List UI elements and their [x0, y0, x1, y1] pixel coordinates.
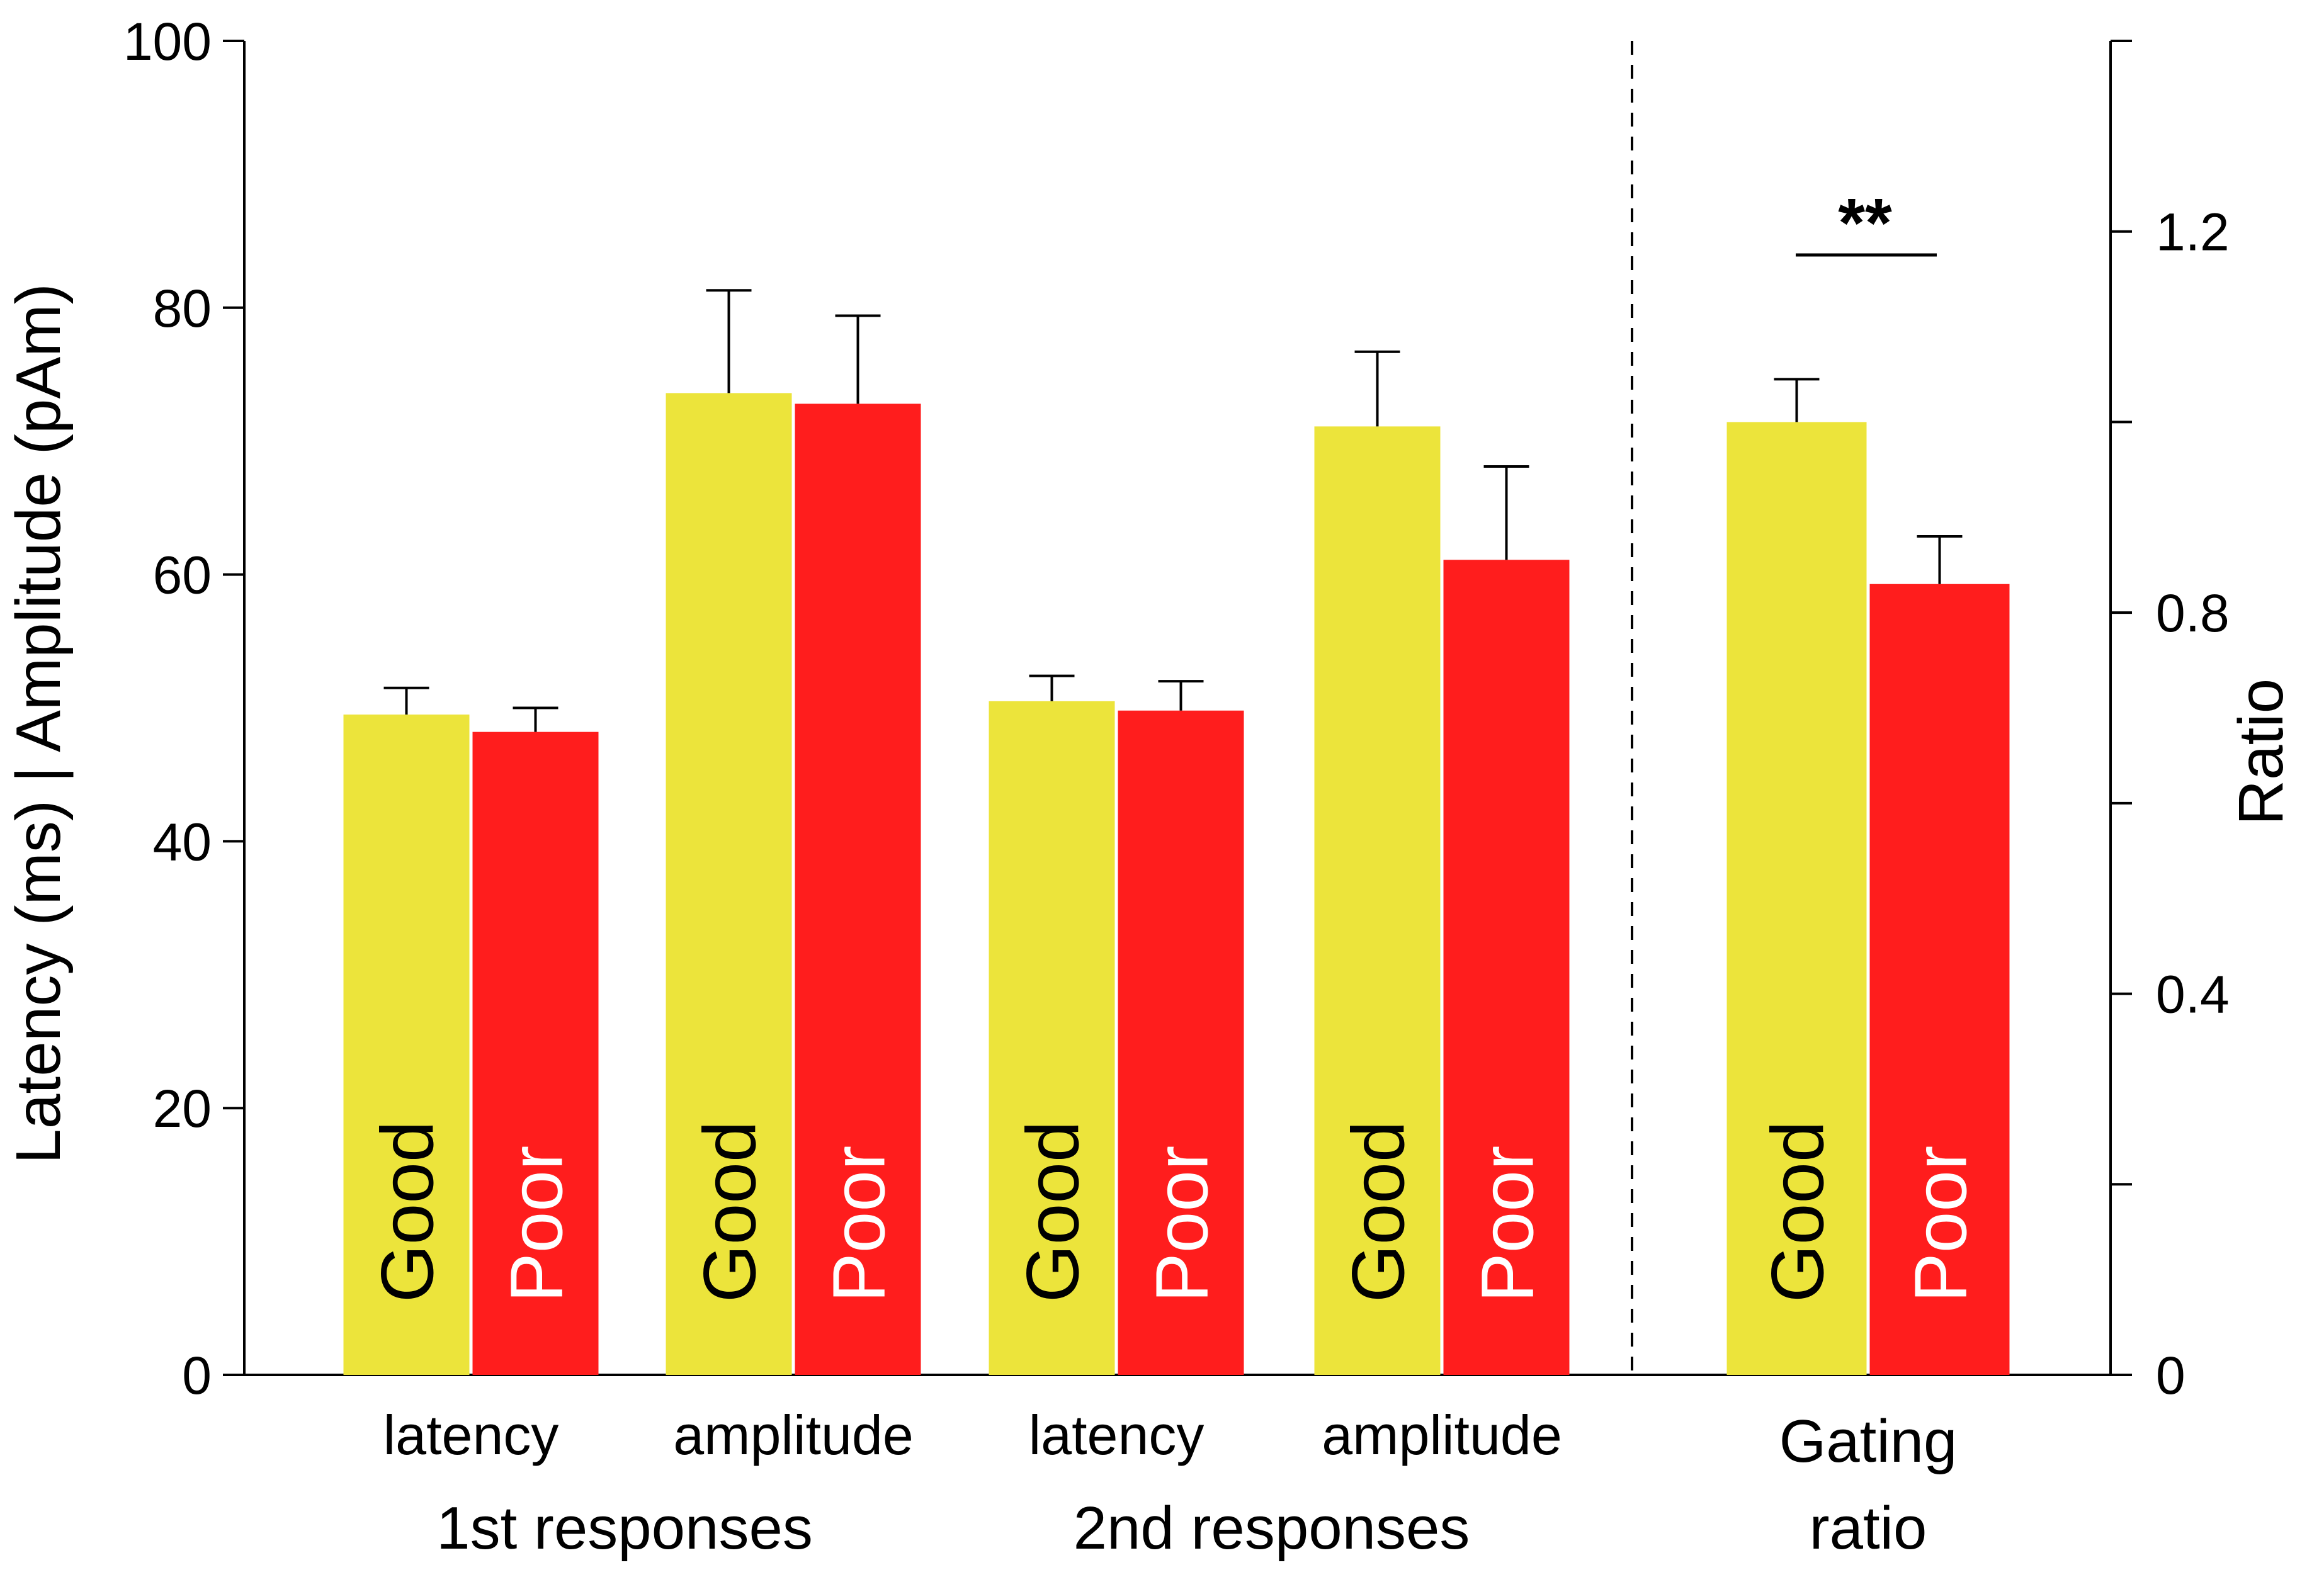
bar-poor	[472, 732, 599, 1375]
bar-good	[666, 393, 792, 1375]
bar-poor	[795, 404, 921, 1376]
right-y-axis-title: Ratio	[2226, 679, 2296, 825]
bar-label-poor: Poor	[496, 1146, 579, 1302]
bar-good	[1314, 426, 1441, 1375]
category-label: amplitude	[1322, 1404, 1562, 1466]
category-label: amplitude	[673, 1404, 914, 1466]
left-y-tick-label: 40	[153, 812, 212, 871]
bar-label-good: Good	[689, 1121, 772, 1302]
text-layer: 0 20 40 60 80 100 0 0.4 0.8 1.2 Latency (ms) | Amp…	[3, 12, 2296, 1562]
category-label: latency	[383, 1404, 559, 1466]
bar-label-good: Good	[1757, 1121, 1840, 1302]
bars-layer	[343, 253, 2010, 1376]
gating-label-line1: Gating	[1779, 1408, 1958, 1475]
bar-poor	[1443, 560, 1570, 1375]
group-label: 1st responses	[436, 1494, 813, 1562]
left-y-tick-label: 0	[182, 1346, 212, 1405]
bar-poor	[1869, 584, 2010, 1375]
left-y-tick-label: 100	[123, 12, 212, 71]
bar-good	[343, 715, 470, 1375]
left-y-tick-label: 60	[153, 546, 212, 605]
bar-good	[1726, 422, 1867, 1375]
right-y-tick-label: 0.8	[2156, 584, 2230, 643]
left-y-tick-label: 80	[153, 279, 212, 338]
category-label: latency	[1029, 1404, 1205, 1466]
bar-label-poor: Poor	[1466, 1146, 1550, 1302]
bar-label-good: Good	[1012, 1121, 1095, 1302]
bar-label-good: Good	[1337, 1121, 1420, 1302]
group-label: 2nd responses	[1074, 1494, 1470, 1562]
bar-label-poor: Poor	[1900, 1146, 1983, 1302]
left-y-tick-label: 20	[153, 1079, 212, 1138]
bar-poor	[1118, 710, 1244, 1375]
right-y-tick-label: 0	[2156, 1346, 2185, 1405]
bar-label-poor: Poor	[1141, 1146, 1224, 1302]
gating-label-line2: ratio	[1810, 1494, 1927, 1562]
bar-good	[989, 701, 1115, 1375]
right-y-tick-label: 1.2	[2156, 203, 2230, 262]
bar-label-poor: Poor	[818, 1146, 901, 1302]
bar-label-good: Good	[366, 1121, 450, 1302]
right-y-tick-label: 0.4	[2156, 965, 2230, 1024]
significance-marker: **	[1838, 184, 1892, 262]
left-y-axis-title: Latency (ms) | Amplitude (pAm)	[3, 283, 74, 1164]
